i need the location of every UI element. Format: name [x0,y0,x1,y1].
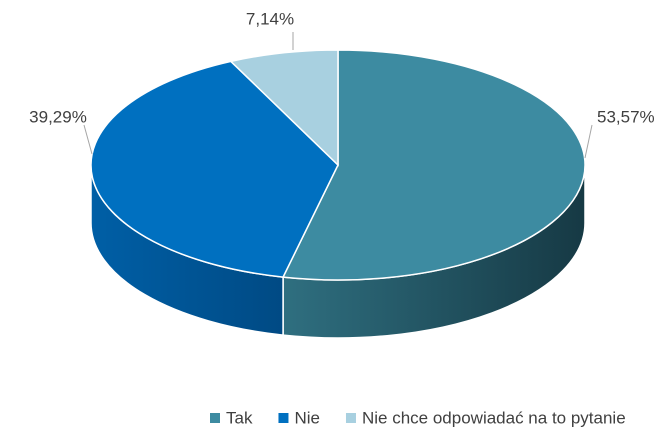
legend-label: Tak [226,408,253,427]
pie-slice [90,60,339,278]
legend-swatch [278,413,289,423]
data-label: 53,57% [597,107,655,126]
data-label: 7,14% [246,9,294,28]
leader-line [83,124,93,155]
leader-line [584,124,593,159]
legend-swatch [345,413,356,423]
data-label: 39,29% [29,107,87,126]
legend-label: Nie [294,408,320,427]
legend-swatch [210,413,220,423]
legend-label: Nie chce odpowiadać na to pytanie [362,408,626,427]
pie-slice [281,49,586,281]
pie-slice [229,49,339,167]
